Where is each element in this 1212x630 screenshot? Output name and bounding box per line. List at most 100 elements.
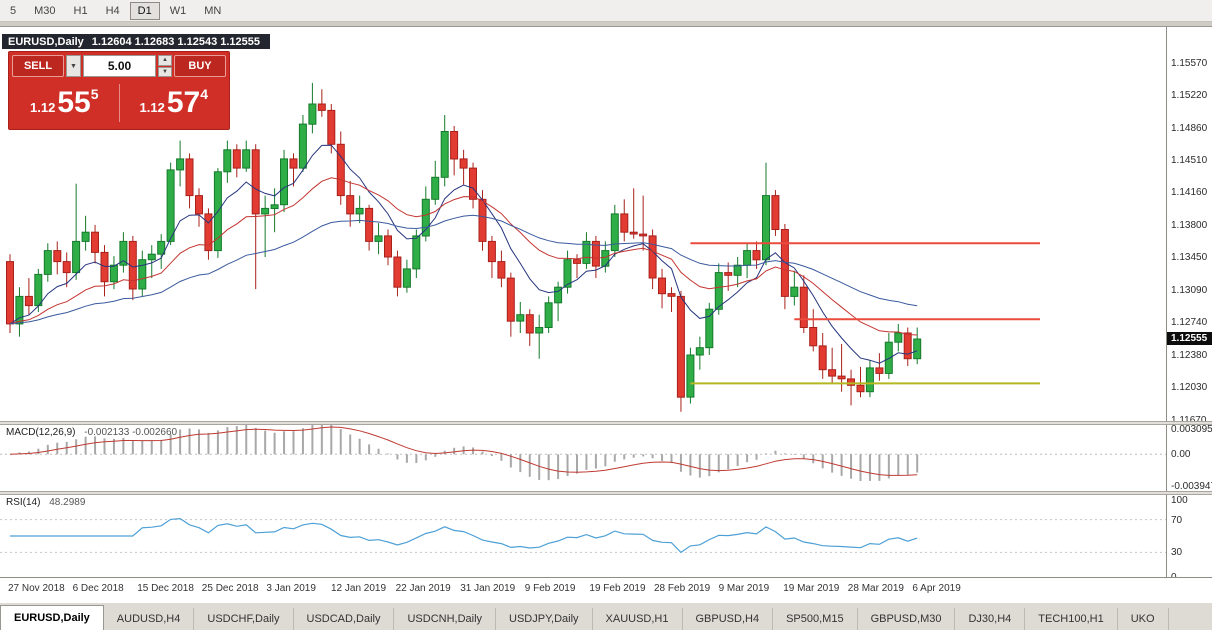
macd-axis-label: -0.003947 — [1171, 481, 1212, 493]
price-axis-label: 1.12030 — [1171, 382, 1208, 394]
time-axis-label: 22 Jan 2019 — [395, 583, 451, 594]
timeframe-button-m30[interactable]: M30 — [34, 4, 56, 17]
time-axis-label: 31 Jan 2019 — [460, 583, 516, 594]
current-price-tag: 1.12555 — [1167, 331, 1212, 345]
arrow-up-icon: ▲ — [162, 57, 168, 64]
price-axis-label: 1.15220 — [1171, 89, 1208, 101]
chart-tab-usdjpy[interactable]: USDJPY,Daily — [496, 608, 593, 630]
ma-8-line — [9, 144, 918, 364]
price-axis-label: 1.14160 — [1171, 186, 1208, 198]
time-axis-label: 12 Jan 2019 — [331, 583, 387, 594]
macd-plot — [0, 425, 1166, 481]
price-divider — [118, 84, 120, 122]
chart-tab-tech100[interactable]: TECH100,H1 — [1025, 608, 1118, 630]
candlestick-chart[interactable] — [0, 27, 1166, 603]
chart-tab-xauusd[interactable]: XAUUSD,H1 — [593, 608, 683, 630]
rsi-axis-label: 100 — [1171, 495, 1188, 506]
price-axis-label: 1.13090 — [1171, 284, 1208, 296]
sell-price-prefix: 1.12 — [30, 99, 56, 115]
volume-down-button[interactable]: ▼ — [158, 66, 172, 77]
one-click-trading-panel: SELL ▼ ▲ ▼ BUY 1.12 55 5 1.12 57 — [8, 51, 230, 130]
price-axis-label: 1.12740 — [1171, 317, 1208, 329]
chevron-down-icon: ▼ — [70, 62, 77, 70]
macd-axis-label: 0.003095 — [1171, 424, 1212, 436]
rsi-indicator-label: RSI(14) 48.2989 — [6, 497, 85, 508]
price-axis-label: 1.12380 — [1171, 350, 1208, 362]
time-axis-label: 6 Dec 2018 — [72, 583, 124, 594]
time-axis-label: 3 Jan 2019 — [266, 583, 316, 594]
chart-tab-uko[interactable]: UKO — [1118, 608, 1169, 630]
chart-tab-dj30[interactable]: DJ30,H4 — [955, 608, 1026, 630]
sell-button[interactable]: SELL — [12, 55, 64, 77]
chart-tab-sp500[interactable]: SP500,M15 — [773, 608, 858, 630]
timeframe-button-h4[interactable]: H4 — [105, 4, 120, 17]
price-axis-label: 1.14510 — [1171, 154, 1208, 166]
sell-price-big-digits: 55 — [57, 86, 91, 119]
macd-name: MACD(12,26,9) — [6, 427, 76, 438]
volume-up-button[interactable]: ▲ — [158, 55, 172, 66]
chart-tab-eurusd[interactable]: EURUSD,Daily — [0, 605, 104, 630]
time-axis-label: 27 Nov 2018 — [8, 583, 65, 594]
time-axis-label: 15 Dec 2018 — [137, 583, 194, 594]
buy-price-big-digits: 57 — [166, 86, 201, 119]
time-axis-label: 9 Feb 2019 — [524, 583, 576, 594]
rsi-line — [10, 517, 918, 554]
price-axis-label: 1.13800 — [1171, 219, 1208, 231]
timeframe-button-d1[interactable]: D1 — [129, 1, 160, 20]
buy-button[interactable]: BUY — [174, 55, 226, 77]
order-type-dropdown[interactable]: ▼ — [66, 55, 81, 77]
pane-splitter[interactable] — [0, 491, 1212, 495]
rsi-name: RSI(14) — [6, 497, 41, 508]
volume-stepper: ▲ ▼ — [158, 55, 172, 77]
chart-tab-gbpusd[interactable]: GBPUSD,H4 — [683, 608, 774, 630]
chart-window: 1.15570 1.15220 1.14860 1.14510 1.14160 1.138… — [0, 26, 1212, 603]
timeframe-button-mn[interactable]: MN — [204, 4, 222, 17]
rsi-axis-label: 30 — [1171, 547, 1183, 559]
time-axis-label: 28 Feb 2019 — [654, 583, 711, 594]
candles — [6, 82, 922, 412]
ma-45-line — [9, 214, 918, 325]
price-axis-label: 1.15570 — [1171, 57, 1208, 69]
rsi-value: 48.2989 — [49, 497, 86, 508]
time-axis-label: 25 Dec 2018 — [201, 583, 259, 594]
chart-tab-gbpusd[interactable]: GBPUSD,M30 — [858, 608, 956, 630]
chart-title-bar: EURUSD,Daily 1.12604 1.12683 1.12543 1.1… — [2, 34, 271, 49]
timeframe-button-h1[interactable]: H1 — [73, 4, 88, 17]
buy-price-pip-digit: 4 — [200, 86, 208, 102]
ma-20-line — [9, 177, 918, 336]
volume-input[interactable] — [83, 55, 156, 77]
price-quotes-row: 1.12 55 5 1.12 57 4 — [12, 80, 226, 126]
time-axis-label: 19 Feb 2019 — [589, 583, 646, 594]
price-axis[interactable]: 1.15570 1.15220 1.14860 1.14510 1.14160 1.138… — [1166, 27, 1212, 583]
arrow-down-icon: ▼ — [162, 68, 168, 75]
timeframe-button-w1[interactable]: W1 — [169, 4, 187, 17]
time-axis-label: 9 Mar 2019 — [718, 583, 770, 594]
chart-tab-usdchf[interactable]: USDCHF,Daily — [194, 608, 294, 630]
chart-tab-usdcnh[interactable]: USDCNH,Daily — [394, 608, 497, 630]
pane-splitter[interactable] — [0, 421, 1212, 425]
chart-tabs-bar: EURUSD,Daily AUDUSD,H4 USDCHF,Daily USDCAD,… — [0, 602, 1212, 630]
price-axis-label: 1.13450 — [1171, 251, 1208, 263]
chart-tab-audusd[interactable]: AUDUSD,H4 — [104, 608, 195, 630]
time-axis-label: 28 Mar 2019 — [847, 583, 904, 594]
macd-axis-label: 0.00 — [1171, 449, 1191, 461]
time-axis-label: 19 Mar 2019 — [783, 583, 840, 594]
sell-price-pip-digit: 5 — [90, 86, 99, 102]
chart-tab-usdcad[interactable]: USDCAD,Daily — [294, 608, 395, 630]
price-axis-label: 1.11670 — [1171, 415, 1206, 426]
timeframe-button-5[interactable]: 5 — [10, 4, 17, 17]
timeframe-toolbar: 5 M30 H1 H4 D1 W1 MN — [0, 0, 1212, 22]
buy-price-prefix: 1.12 — [139, 99, 165, 115]
ohlc-readout: 1.12604 1.12683 1.12543 1.12555 — [91, 35, 261, 48]
macd-values: -0.002133 -0.002660 — [84, 427, 178, 438]
symbol-title: EURUSD,Daily — [8, 35, 84, 48]
time-axis-label: 6 Apr 2019 — [912, 583, 961, 594]
order-controls-row: SELL ▼ ▲ ▼ BUY — [12, 55, 226, 77]
buy-price-display[interactable]: 1.12 57 4 — [122, 80, 227, 126]
macd-indicator-label: MACD(12,26,9) -0.002133 -0.002660 — [6, 427, 177, 438]
rsi-axis-label: 70 — [1171, 514, 1183, 526]
price-axis-label: 1.14860 — [1171, 122, 1208, 134]
time-axis[interactable]: 27 Nov 2018 6 Dec 2018 15 Dec 2018 25 Dec 2… — [0, 577, 1212, 603]
sell-price-display[interactable]: 1.12 55 5 — [12, 80, 117, 126]
